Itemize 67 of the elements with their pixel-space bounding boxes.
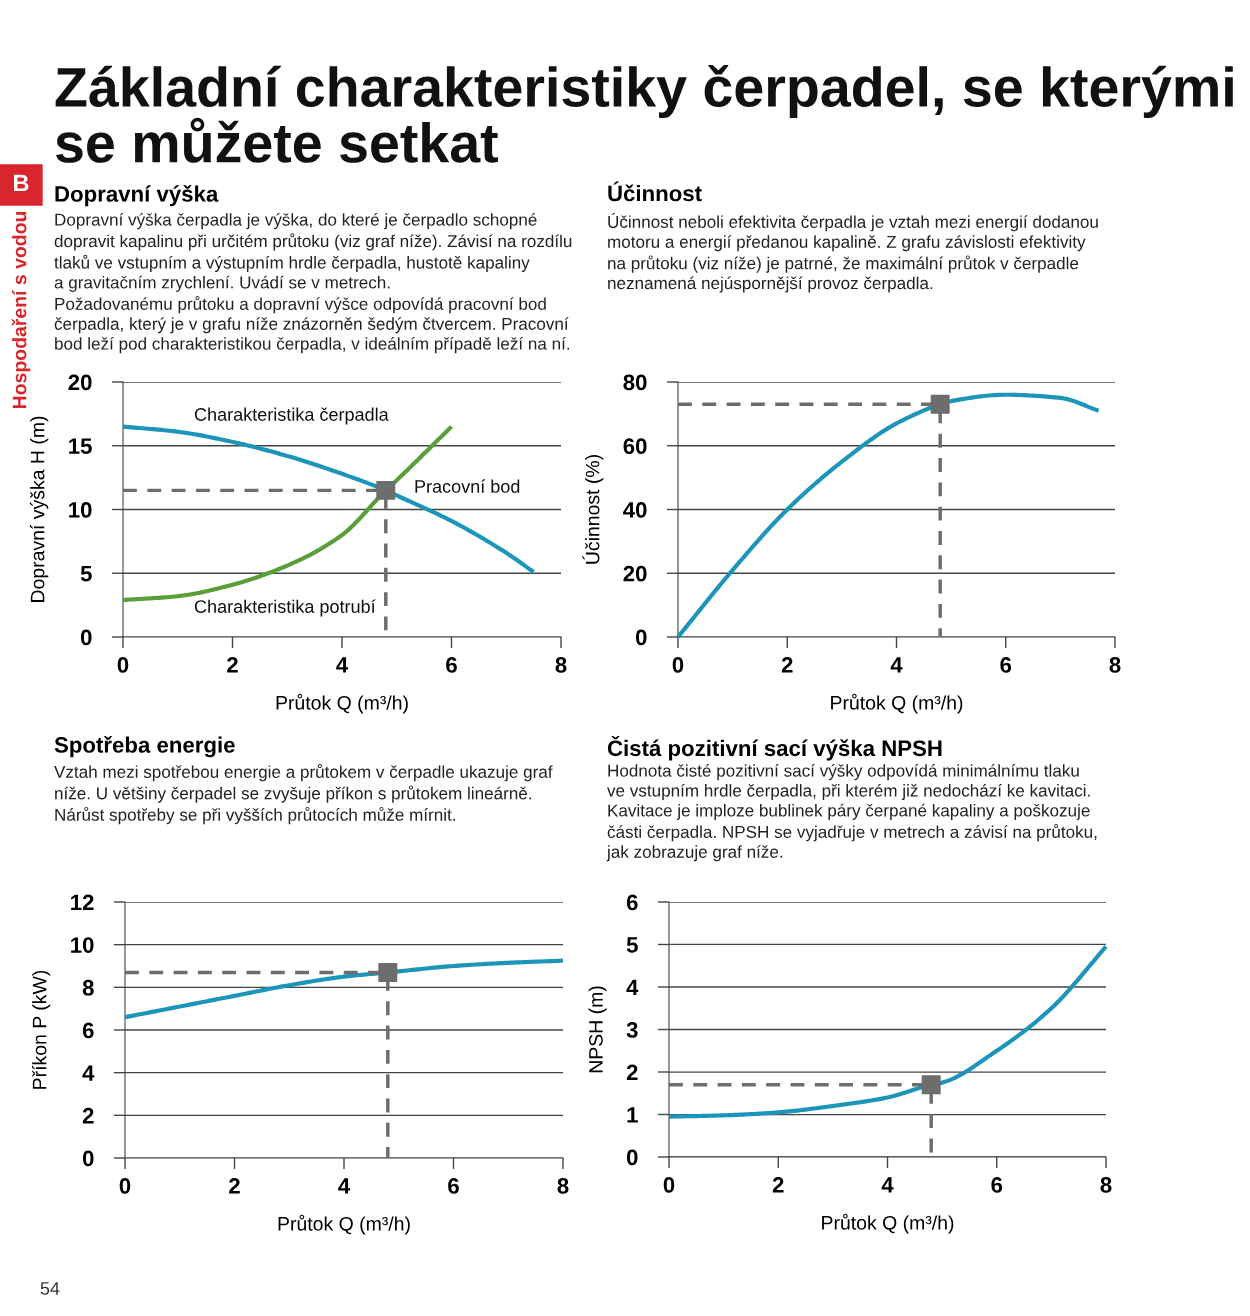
y-tick-label: 4 xyxy=(82,1065,95,1081)
x-tick-label: 0 xyxy=(119,1178,131,1194)
text: 54 xyxy=(40,1282,60,1295)
x-tick-label: 8 xyxy=(557,1178,569,1194)
x-tick-label: 6 xyxy=(1000,657,1012,673)
x-axis-title: Průtok Q (m³/h) xyxy=(276,693,408,714)
y-tick-label: 40 xyxy=(623,502,647,518)
chart-title: Účinnost xyxy=(608,181,702,202)
y-tick-label: 8 xyxy=(82,979,94,996)
x-tick-label: 2 xyxy=(772,1177,784,1193)
y-tick-label: 20 xyxy=(623,565,647,582)
x-tick-label: 0 xyxy=(117,657,129,673)
y-tick-label: 15 xyxy=(69,438,92,455)
x-axis-title: Průtok Q (m³/h) xyxy=(278,1214,410,1235)
x-tick-label: 2 xyxy=(781,657,793,673)
y-tick-label: 20 xyxy=(68,374,92,391)
text: B xyxy=(14,174,29,192)
x-tick-label: 2 xyxy=(229,1178,240,1194)
y-tick-label: 10 xyxy=(69,502,92,518)
x-tick-label: 8 xyxy=(555,657,567,673)
x-tick-label: 6 xyxy=(446,657,457,673)
y-tick-label: 0 xyxy=(80,629,92,646)
y-tick-label: 4 xyxy=(626,979,639,996)
x-tick-label: 2 xyxy=(227,657,238,673)
x-tick-label: 0 xyxy=(663,1177,675,1193)
y-axis-title: Dopravní výška H (m) xyxy=(29,416,49,602)
chart-subtitle: Hodnota čisté pozitivní sací výšky odpovídá minimálnímu tlaku ve vstupním hrdle čerpadla, při kterém již nedochází ke kavitaci. Kavitace je imploze bublinek páry čerpané kapaliny a poškozuje části čerpadla. NPSH se vyjadřuje v metrech a závisí na průtoku, jak zobrazuje graf níže. xyxy=(606,764,1097,862)
annotation: Pracovní bod xyxy=(415,479,520,493)
y-tick-label: 0 xyxy=(635,629,647,646)
chart-title: Dopravní výška xyxy=(55,185,219,207)
annotation: Charakteristika potrubí xyxy=(194,599,376,617)
text: Hospodaření s vodou xyxy=(11,211,31,409)
x-tick-label: 6 xyxy=(991,1177,1003,1193)
x-tick-label: 4 xyxy=(881,1177,894,1193)
chart-title: Spotřeba energie xyxy=(54,736,235,758)
chart-subtitle: Vztah mezi spotřebou energie a průtokem v čerpadle ukazuje graf níže. U většiny čerpadel se zvyšuje příkon s průtokem lineárně. Nárůst spotřeby se při vyšších průtocích může mírnit. xyxy=(54,764,553,825)
chart-subtitle: Dopravní výška čerpadla je výška, do které je čerpadlo schopné dopravit kapalinu při určitém průtoku (viz graf níže). Závisí na rozdílu tlaků ve vstupním a výstupním hrdle čerpadla, hustotě kapaliny a gravitačním zrychlení. Uvádí se v metrech. Požadovanému průtoku a dopravní výšce odpovídá pracovní bod čerpadla, který je v grafu níže znázorněn šedým čtvercem. Pracovní bod leží pod charakteristikou čerpadla, v ideálním případě leží na ní. xyxy=(54,213,572,354)
x-tick-label: 4 xyxy=(336,657,349,673)
chart-title: Čistá pozitivní sací výška NPSH xyxy=(607,736,942,761)
y-tick-label: 6 xyxy=(82,1022,94,1039)
x-tick-label: 0 xyxy=(672,657,684,673)
y-tick-label: 6 xyxy=(626,894,638,911)
y-tick-label: 5 xyxy=(626,937,638,953)
x-axis-title: Průtok Q (m³/h) xyxy=(822,1213,954,1234)
annotation: Charakteristika čerpadla xyxy=(194,407,389,425)
y-tick-label: 2 xyxy=(82,1107,94,1124)
y-tick-label: 12 xyxy=(71,894,94,911)
x-axis-title: Průtok Q (m³/h) xyxy=(831,693,963,714)
x-tick-label: 8 xyxy=(1100,1177,1112,1193)
y-tick-label: 80 xyxy=(623,374,647,391)
y-tick-label: 60 xyxy=(623,438,647,455)
y-tick-label: 0 xyxy=(626,1149,638,1166)
y-tick-label: 3 xyxy=(626,1022,638,1038)
x-tick-label: 4 xyxy=(338,1178,351,1194)
x-tick-label: 4 xyxy=(890,657,903,673)
chart-subtitle: Účinnost neboli efektivita čerpadla je vztah mezi energií dodanou motoru a energií předanou kapalině. Z grafu závislosti efektivity na průtoku (viz níže) je patrné, že maximální průtok v čerpadle neznamená nejúspornější provoz čerpadla. xyxy=(608,213,1098,293)
text: Základní charakteristiky čerpadel, se kterými se můžete setkat xyxy=(55,65,1233,163)
y-tick-label: 2 xyxy=(626,1064,638,1081)
x-tick-label: 6 xyxy=(448,1178,459,1194)
y-axis-title: Účinnost (%) xyxy=(582,455,604,564)
y-axis-title: Příkon P (kW) xyxy=(31,970,51,1089)
y-tick-label: 5 xyxy=(80,566,92,582)
y-tick-label: 1 xyxy=(627,1107,638,1123)
x-tick-label: 8 xyxy=(1109,657,1121,673)
y-axis-title: NPSH (m) xyxy=(588,986,607,1073)
y-tick-label: 10 xyxy=(71,937,94,953)
y-tick-label: 0 xyxy=(82,1150,94,1167)
